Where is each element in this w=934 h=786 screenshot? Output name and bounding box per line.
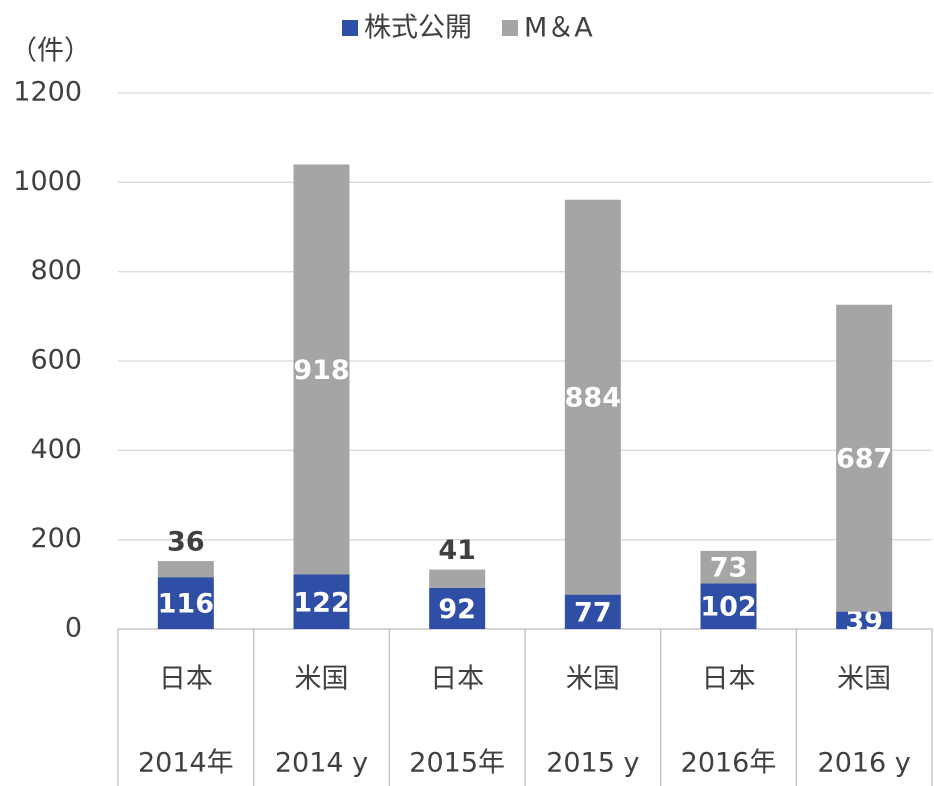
x-group-label: 2016年: [681, 748, 777, 779]
bar-segment: [564, 594, 621, 629]
x-group-label: 2016 y: [818, 748, 911, 779]
x-group-label: 2015 y: [546, 748, 639, 779]
x-tick-label: 米国: [566, 664, 620, 695]
bar-segment: [836, 304, 893, 612]
bar-segment: [157, 577, 214, 629]
x-tick-label: 日本: [159, 664, 213, 695]
y-tick-label: 1200: [13, 77, 82, 108]
y-tick-label: 200: [30, 523, 82, 554]
bar-segment: [836, 611, 893, 629]
legend-label: M＆A: [524, 13, 593, 44]
bar-segment: [293, 164, 350, 575]
x-tick-label: 米国: [295, 664, 349, 695]
y-tick-label: 600: [30, 345, 82, 376]
data-label: 884: [565, 383, 621, 414]
data-label: 918: [293, 355, 349, 386]
x-group-label: 2014 y: [275, 748, 368, 779]
bar-segment: [700, 583, 757, 629]
x-tick-label: 米国: [837, 664, 891, 695]
legend-swatch: [342, 20, 358, 36]
data-label: 41: [438, 535, 476, 566]
bar-segment: [564, 199, 621, 595]
y-tick-label: 800: [30, 255, 82, 286]
legend-label: 株式公開: [364, 13, 472, 44]
data-label: 77: [574, 597, 612, 628]
data-label: 73: [710, 553, 748, 584]
x-group-label: 2014年: [138, 748, 234, 779]
bar-segment: [157, 561, 214, 578]
data-label: 102: [700, 592, 756, 623]
bar-segment: [429, 587, 486, 629]
bar-segment: [293, 574, 350, 629]
x-tick-label: 日本: [430, 664, 484, 695]
data-label: 36: [167, 527, 205, 558]
data-label: 122: [293, 587, 349, 618]
legend-swatch: [502, 20, 518, 36]
data-label: 116: [158, 589, 214, 620]
y-tick-label: 400: [30, 434, 82, 465]
y-tick-label: 0: [65, 613, 82, 644]
bar-segment: [700, 550, 757, 584]
data-label: 687: [836, 444, 892, 475]
y-tick-label: 1000: [13, 166, 82, 197]
data-label: 92: [438, 594, 476, 625]
y-axis-label: （件）: [10, 36, 91, 67]
x-tick-label: 日本: [702, 664, 756, 695]
bar-segment: [429, 569, 486, 588]
x-group-label: 2015年: [409, 748, 505, 779]
